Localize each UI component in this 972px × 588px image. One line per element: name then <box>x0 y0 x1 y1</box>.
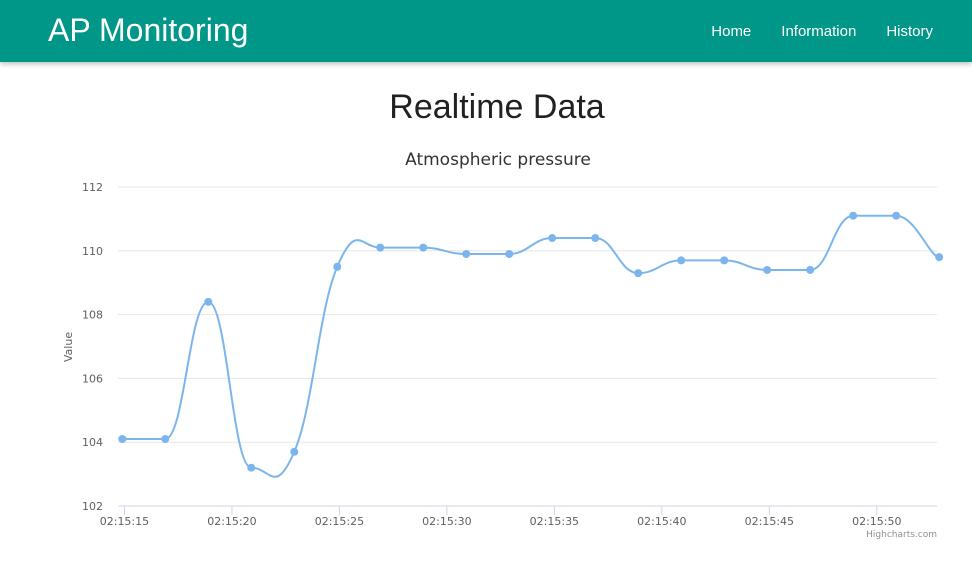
page-title: Realtime Data <box>389 88 605 126</box>
chart-gridlines <box>118 186 937 443</box>
data-point[interactable] <box>161 435 170 444</box>
navbar: AP Monitoring Home Information History <box>0 0 972 62</box>
y-tick-label: 106 <box>82 372 103 385</box>
x-axis: 02:15:15 02:15:20 02:15:25 02:15:30 02:15:35… <box>100 505 937 528</box>
y-tick-label: 112 <box>82 181 103 194</box>
x-tick-label: 02:15:45 <box>745 515 794 528</box>
data-point[interactable] <box>763 265 772 274</box>
x-tick-label: 02:15:30 <box>422 515 471 528</box>
x-tick-label: 02:15:35 <box>530 515 579 528</box>
data-point[interactable] <box>591 234 600 243</box>
y-axis-title: Value <box>62 332 75 362</box>
x-tick-label: 02:15:40 <box>637 515 686 528</box>
data-point[interactable] <box>720 256 729 265</box>
data-point[interactable] <box>849 211 858 220</box>
data-point[interactable] <box>634 269 643 278</box>
y-tick-label: 110 <box>82 245 103 258</box>
nav-home-link[interactable]: Home <box>711 22 752 40</box>
x-tick-label: 02:15:25 <box>315 515 364 528</box>
data-point[interactable] <box>247 463 256 472</box>
chart-title: Atmospheric pressure <box>405 150 591 170</box>
data-point[interactable] <box>376 243 385 252</box>
data-point[interactable] <box>548 234 557 243</box>
y-axis-tick-labels: 102 104 106 108 110 112 <box>82 181 103 513</box>
brand-link[interactable]: AP Monitoring <box>48 12 249 48</box>
nav-history-link[interactable]: History <box>886 22 933 40</box>
data-point[interactable] <box>333 262 342 271</box>
x-tick-label: 02:15:50 <box>852 515 901 528</box>
series-line <box>122 214 940 478</box>
data-point[interactable] <box>118 435 127 444</box>
series-layer <box>118 211 944 478</box>
data-point[interactable] <box>677 256 686 265</box>
data-point[interactable] <box>806 265 815 274</box>
y-tick-label: 104 <box>82 436 103 449</box>
data-point[interactable] <box>419 243 428 252</box>
y-tick-label: 102 <box>82 500 103 513</box>
data-point[interactable] <box>892 211 901 220</box>
data-point[interactable] <box>290 447 299 456</box>
data-point[interactable] <box>935 253 944 262</box>
data-point[interactable] <box>204 297 213 306</box>
x-tick-label: 02:15:20 <box>207 515 256 528</box>
data-point[interactable] <box>462 249 471 258</box>
nav-links: Home Information History <box>711 0 933 62</box>
highcharts-credit-link[interactable]: Highcharts.com <box>866 530 937 540</box>
y-tick-label: 108 <box>82 309 103 322</box>
nav-information-link[interactable]: Information <box>781 22 857 40</box>
x-tick-label: 02:15:15 <box>100 515 149 528</box>
data-point[interactable] <box>505 249 514 258</box>
